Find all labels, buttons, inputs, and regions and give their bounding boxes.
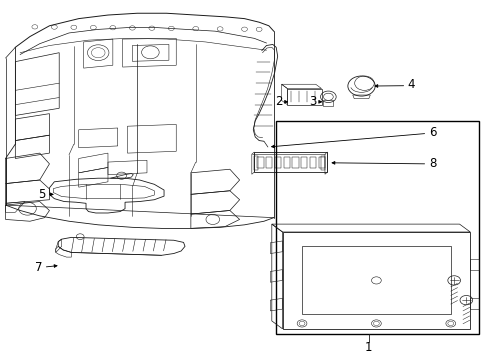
- Text: 1: 1: [365, 341, 372, 354]
- Bar: [321, 156, 325, 170]
- Text: 7: 7: [35, 261, 42, 274]
- Bar: [301, 157, 307, 168]
- Text: 5: 5: [38, 188, 45, 201]
- Bar: [274, 157, 281, 168]
- Bar: [318, 157, 325, 168]
- Bar: [257, 157, 263, 168]
- Bar: [265, 157, 272, 168]
- Text: 3: 3: [308, 95, 316, 108]
- Bar: [254, 156, 258, 170]
- Text: 2: 2: [274, 95, 282, 108]
- Text: 8: 8: [428, 157, 435, 170]
- Bar: [283, 157, 289, 168]
- Bar: [323, 100, 332, 106]
- Bar: [309, 157, 316, 168]
- Bar: [292, 157, 298, 168]
- Bar: [276, 121, 478, 334]
- Text: 6: 6: [428, 126, 435, 139]
- Text: 4: 4: [407, 78, 414, 91]
